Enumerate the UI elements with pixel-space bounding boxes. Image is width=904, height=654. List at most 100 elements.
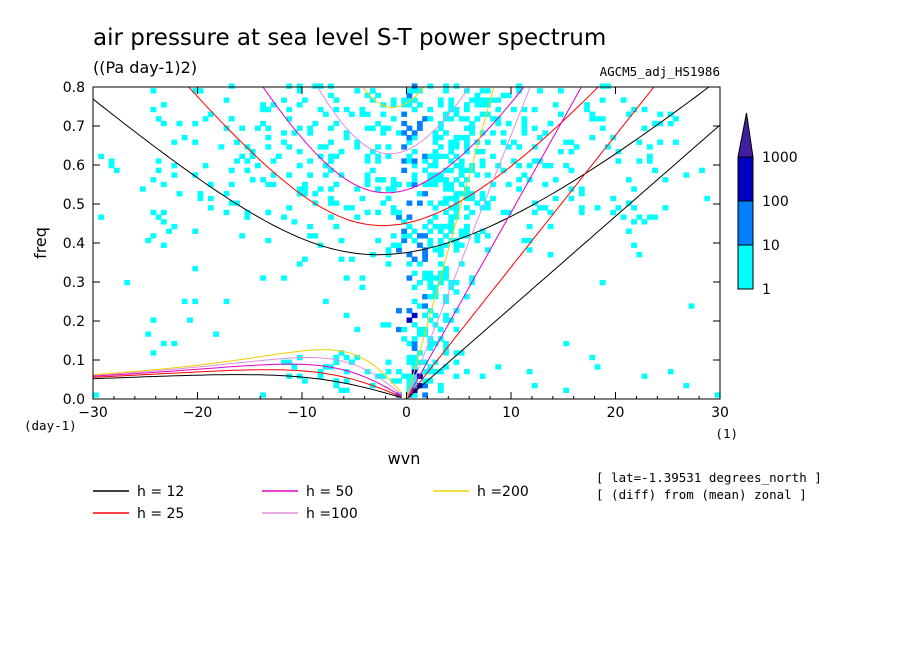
spectrum-cell bbox=[202, 163, 209, 169]
spectrum-cell bbox=[375, 144, 381, 150]
spectrum-cell bbox=[411, 364, 418, 370]
spectrum-cell bbox=[641, 106, 648, 113]
spectrum-cell bbox=[150, 177, 157, 183]
spectrum-cell bbox=[411, 237, 418, 244]
spectrum-cell bbox=[223, 125, 230, 131]
spectrum-cell bbox=[500, 92, 507, 99]
spectrum-cell bbox=[453, 111, 460, 117]
spectrum-cell bbox=[479, 158, 486, 164]
spectrum-cell bbox=[578, 209, 585, 216]
spectrum-cell bbox=[417, 125, 423, 131]
spectrum-cell bbox=[380, 200, 387, 206]
spectrum-cell bbox=[286, 116, 293, 122]
spectrum-cell bbox=[328, 125, 334, 131]
spectrum-cell bbox=[516, 144, 522, 150]
spectrum-cell bbox=[437, 177, 444, 183]
spectrum-cell bbox=[364, 158, 371, 164]
spectrum-cell bbox=[333, 153, 340, 159]
spectrum-cell bbox=[646, 214, 653, 220]
spectrum-cell bbox=[464, 177, 470, 183]
spectrum-cell bbox=[338, 149, 345, 155]
spectrum-cell bbox=[448, 116, 455, 122]
spectrum-cell bbox=[296, 83, 303, 89]
spectrum-cell bbox=[437, 369, 444, 375]
spectrum-cell bbox=[432, 312, 439, 319]
spectrum-cell bbox=[338, 350, 345, 356]
spectrum-cell bbox=[354, 144, 361, 150]
spectrum-cell bbox=[505, 181, 512, 188]
spectrum-cell bbox=[401, 111, 408, 117]
spectrum-cell bbox=[479, 373, 486, 379]
spectrum-cell bbox=[375, 158, 381, 164]
spectrum-cell bbox=[432, 247, 439, 253]
spectrum-cell bbox=[432, 139, 439, 145]
spectrum-cell bbox=[411, 345, 418, 351]
spectrum-cell bbox=[239, 125, 246, 131]
spectrum-cell bbox=[563, 163, 570, 169]
spectrum-cell bbox=[349, 359, 355, 365]
spectrum-cell bbox=[385, 247, 392, 253]
spectrum-cell bbox=[207, 181, 214, 188]
spectrum-cell bbox=[411, 392, 418, 398]
spectrum-cell bbox=[296, 102, 303, 108]
spectrum-cell bbox=[490, 130, 496, 136]
spectrum-cell bbox=[317, 106, 324, 113]
spectrum-cell bbox=[411, 163, 418, 169]
spectrum-cell bbox=[432, 163, 439, 169]
spectrum-cell bbox=[484, 200, 491, 206]
spectrum-cell bbox=[599, 125, 606, 131]
spectrum-cell bbox=[673, 139, 679, 145]
spectrum-cell bbox=[464, 116, 470, 122]
spectrum-cell bbox=[390, 177, 397, 183]
spectrum-cell bbox=[578, 186, 585, 192]
spectrum-cell bbox=[657, 111, 664, 117]
spectrum-cell bbox=[171, 172, 178, 178]
spectrum-cell bbox=[443, 350, 449, 356]
spectrum-cell bbox=[417, 191, 423, 197]
spectrum-cell bbox=[296, 149, 303, 155]
spectrum-cell bbox=[396, 181, 402, 188]
spectrum-cell bbox=[108, 158, 115, 164]
spectrum-cell bbox=[422, 270, 428, 276]
spectrum-cell bbox=[453, 153, 460, 159]
colorbar-label: 1000 bbox=[762, 150, 798, 166]
spectrum-cell bbox=[333, 106, 340, 113]
spectrum-cell bbox=[286, 83, 293, 89]
spectrum-cell bbox=[396, 209, 402, 216]
spectrum-cell bbox=[641, 219, 648, 225]
spectrum-cell bbox=[437, 247, 444, 253]
spectrum-cell bbox=[464, 214, 470, 220]
spectrum-cell bbox=[244, 214, 251, 220]
spectrum-cell bbox=[521, 106, 528, 113]
spectrum-cell bbox=[453, 359, 460, 365]
spectrum-cell bbox=[411, 387, 418, 393]
spectrum-cell bbox=[317, 186, 324, 192]
spectrum-cell bbox=[417, 280, 423, 286]
spectrum-cell bbox=[333, 359, 340, 365]
spectrum-cell bbox=[390, 242, 397, 248]
spectrum-cell bbox=[411, 354, 418, 361]
spectrum-cell bbox=[599, 97, 606, 103]
spectrum-cell bbox=[437, 172, 444, 178]
spectrum-cell bbox=[411, 181, 418, 188]
spectrum-cell bbox=[260, 392, 266, 398]
spectrum-cell bbox=[296, 373, 303, 379]
spectrum-cell bbox=[688, 303, 695, 309]
spectrum-cell bbox=[479, 111, 486, 117]
spectrum-cell bbox=[286, 106, 293, 113]
spectrum-cell bbox=[662, 205, 669, 211]
spectrum-cell bbox=[411, 256, 418, 262]
spectrum-cell bbox=[364, 92, 371, 99]
spectrum-cell bbox=[265, 144, 272, 150]
spectrum-cell bbox=[636, 252, 643, 258]
spectrum-cell bbox=[396, 247, 402, 253]
spectrum-cell bbox=[474, 92, 481, 99]
kelvin-wave-curve bbox=[406, 87, 531, 399]
spectrum-cell bbox=[322, 111, 329, 117]
spectrum-cell bbox=[427, 378, 434, 384]
inertia-gravity-curve bbox=[362, 87, 425, 108]
spectrum-cell bbox=[265, 181, 272, 188]
spectrum-cell bbox=[260, 177, 266, 183]
kelvin-wave-curve bbox=[406, 87, 582, 399]
spectrum-cell bbox=[380, 130, 387, 136]
